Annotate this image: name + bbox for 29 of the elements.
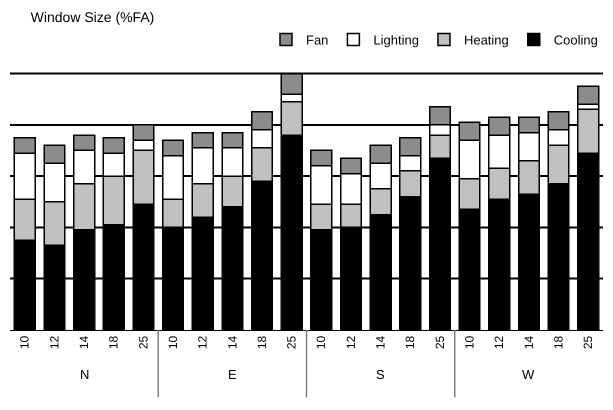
x-tick-label: 14 xyxy=(522,335,536,350)
x-tick-label: 12 xyxy=(47,335,62,350)
text: S xyxy=(376,367,385,382)
x-tick-label: 18 xyxy=(106,335,121,350)
x-tick-label: 12 xyxy=(492,335,506,350)
text: N xyxy=(80,367,90,382)
text: W xyxy=(522,367,535,382)
chart-title: Window Size (%FA) xyxy=(30,9,154,26)
x-tick-label: 10 xyxy=(314,335,328,350)
x-tick-label: 14 xyxy=(374,335,388,350)
x-tick-label: 25 xyxy=(581,335,596,350)
x-tick-label: 10 xyxy=(462,335,476,350)
legend-label: Fan xyxy=(306,32,328,48)
x-tick-label: 12 xyxy=(196,335,210,350)
legend-label: Cooling xyxy=(554,32,598,48)
x-tick-label: 18 xyxy=(551,335,566,350)
x-tick-label: 10 xyxy=(166,335,180,350)
x-tick-label: 14 xyxy=(77,335,92,350)
x-tick-label: 18 xyxy=(254,335,269,350)
x-tick-label: 14 xyxy=(225,335,240,350)
x-tick-label: 25 xyxy=(136,335,150,350)
legend-label: Heating xyxy=(464,32,509,48)
x-tick-label: 18 xyxy=(403,335,418,350)
legend-label: Lighting xyxy=(373,32,419,48)
x-tick-label: 12 xyxy=(344,335,358,350)
x-tick-label: 25 xyxy=(284,335,299,350)
x-tick-label: 25 xyxy=(432,335,447,350)
x-tick-label: 10 xyxy=(18,335,32,350)
text: E xyxy=(228,367,237,382)
